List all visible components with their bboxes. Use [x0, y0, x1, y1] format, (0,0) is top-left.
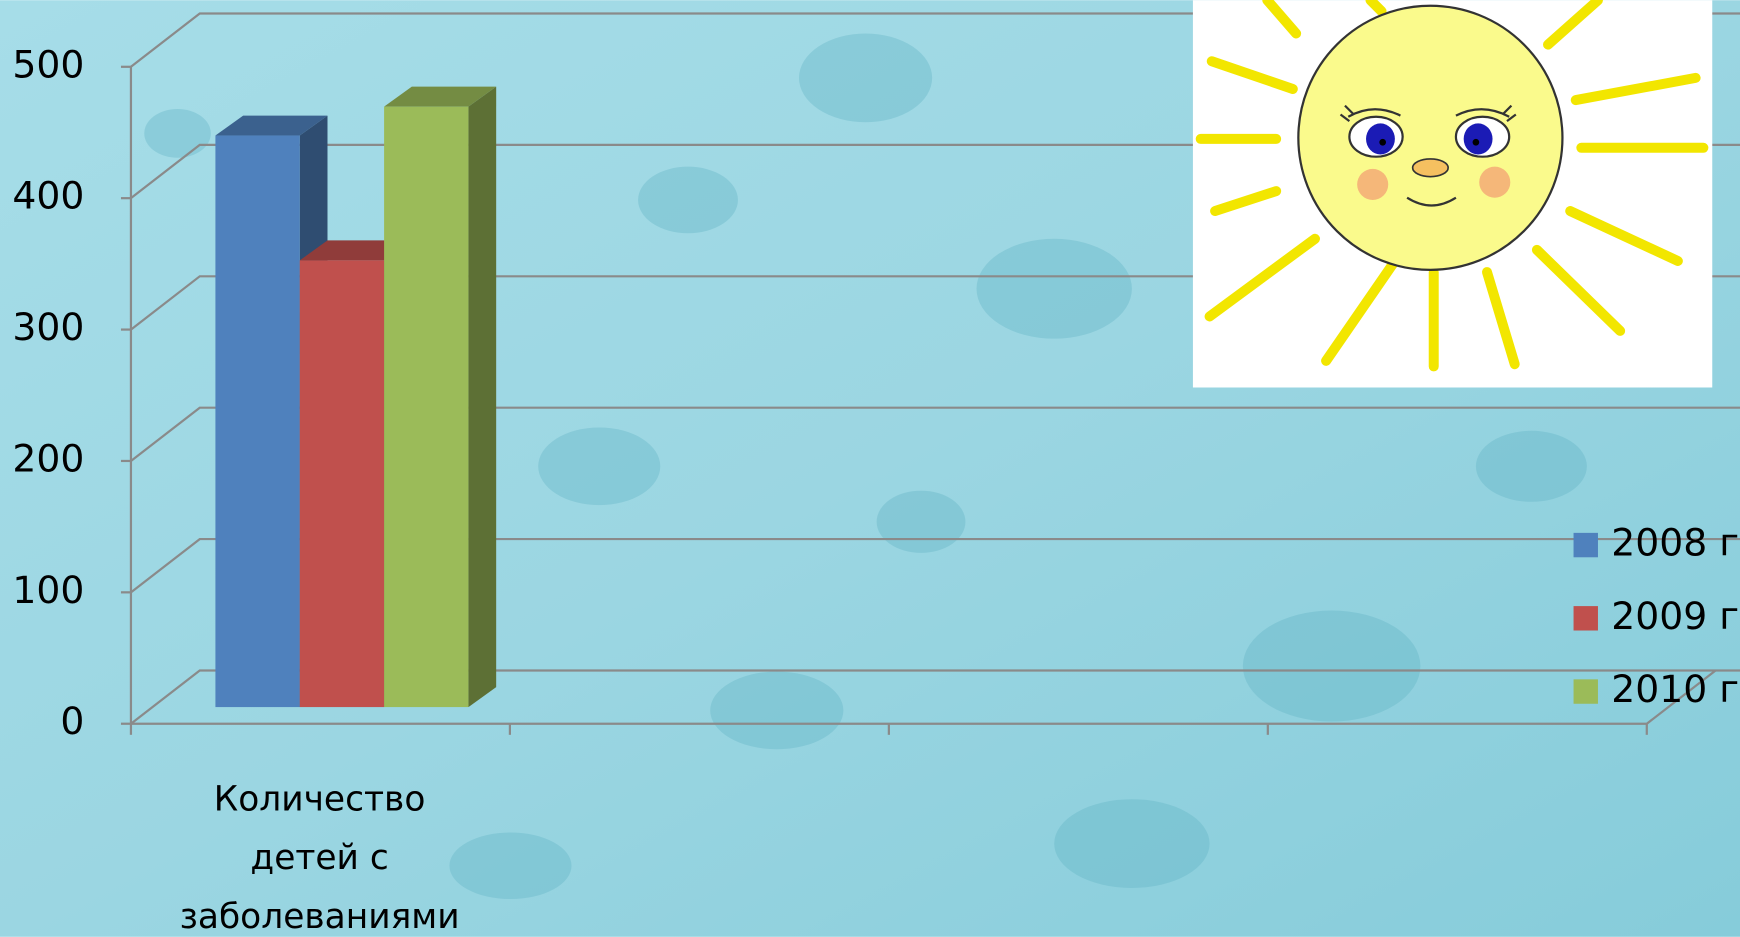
y-tick-label: 200 [12, 436, 84, 480]
legend-label: 2009 г [1611, 594, 1739, 638]
bar [215, 135, 300, 708]
legend-swatch [1573, 532, 1598, 558]
x-tick-label: Количество детей с заболеваниями [179, 779, 460, 937]
y-tick-label: 0 [60, 699, 84, 743]
category-label-box: Количество детей с заболеваниями [179, 779, 460, 937]
bar-top [215, 115, 328, 136]
grid-line [130, 537, 1740, 594]
y-tick-label: 300 [12, 305, 84, 349]
plot: 0 100 200 300 400 500 [12, 12, 1740, 743]
legend-swatch [1573, 606, 1598, 631]
sun-picture [1192, 0, 1713, 388]
bar-side [468, 86, 497, 708]
grid-line [130, 669, 1740, 725]
bar-top [384, 86, 497, 107]
y-tick-label: 400 [12, 174, 84, 218]
legend-label: 2010 г [1611, 667, 1739, 711]
grid-line [130, 406, 1740, 462]
legend-label: 2008 г [1611, 521, 1739, 565]
bar [299, 260, 385, 708]
y-tick-label: 100 [12, 568, 84, 612]
bar-top [299, 240, 412, 261]
bar [384, 106, 469, 708]
y-tick-label: 500 [12, 42, 84, 86]
legend-swatch [1573, 679, 1598, 704]
